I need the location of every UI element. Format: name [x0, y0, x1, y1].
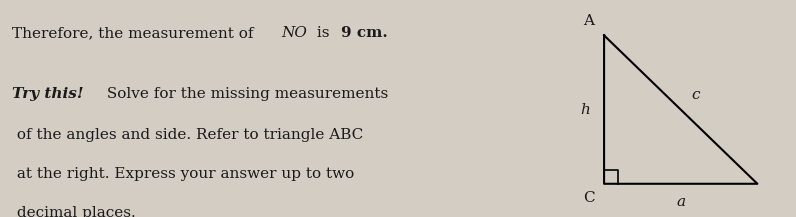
- Text: A: A: [583, 14, 595, 28]
- Text: Solve for the missing measurements: Solve for the missing measurements: [102, 87, 388, 101]
- Text: c: c: [692, 88, 700, 102]
- Text: Therefore, the measurement of: Therefore, the measurement of: [12, 26, 259, 40]
- Text: 9 cm.: 9 cm.: [341, 26, 388, 40]
- Text: h: h: [581, 103, 591, 117]
- Text: NO: NO: [281, 26, 307, 40]
- Text: is: is: [311, 26, 334, 40]
- Text: of the angles and side. Refer to triangle ABC: of the angles and side. Refer to triangl…: [12, 128, 363, 142]
- Text: Try this!: Try this!: [12, 87, 84, 101]
- Text: a: a: [676, 195, 685, 209]
- Text: at the right. Express your answer up to two: at the right. Express your answer up to …: [12, 167, 354, 181]
- Text: decimal places.: decimal places.: [12, 206, 136, 217]
- Text: C: C: [583, 191, 595, 205]
